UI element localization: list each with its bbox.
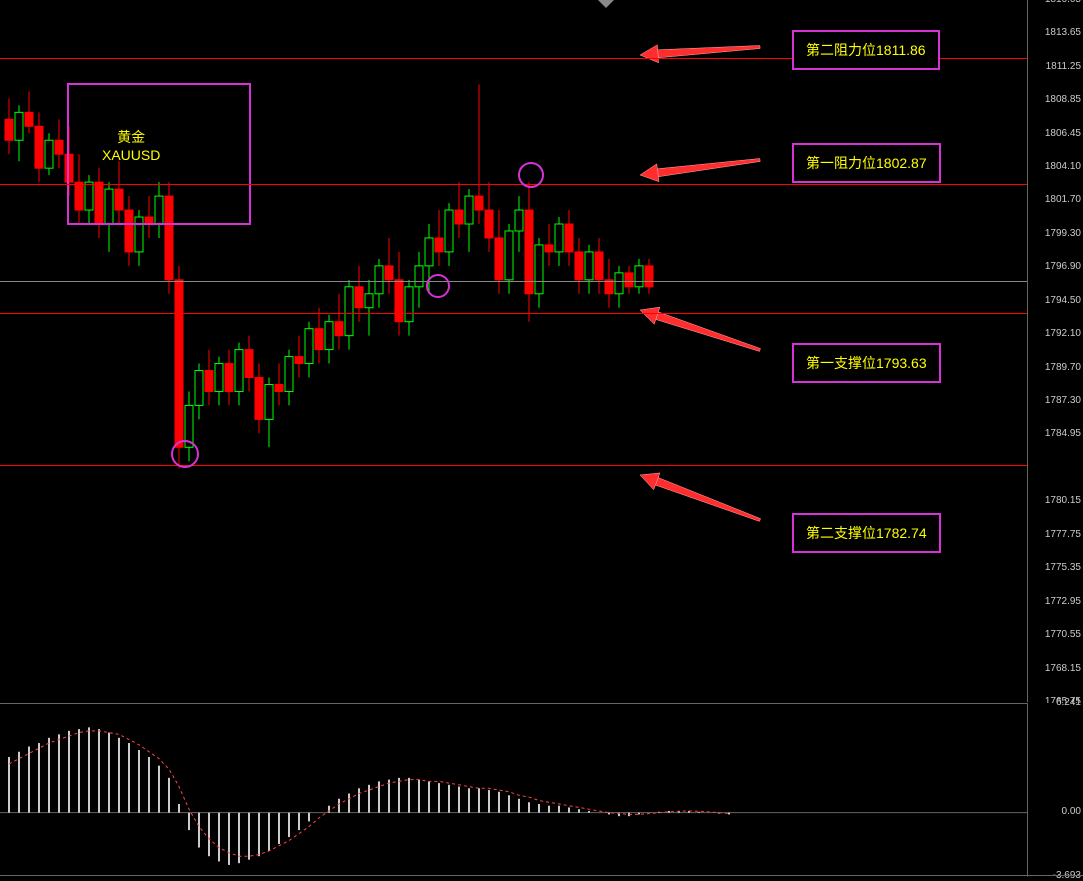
resistance-support-line xyxy=(0,313,1027,314)
y-axis-tick: 1775.35 xyxy=(1045,562,1081,573)
annotation-label: 第二阻力位1811.86 xyxy=(792,30,940,70)
y-axis-tick: 1799.30 xyxy=(1045,228,1081,239)
y-axis-tick: 1811.25 xyxy=(1046,61,1081,72)
resistance-support-line xyxy=(0,184,1027,185)
y-axis-tick: 1789.70 xyxy=(1045,362,1081,373)
indicator-area xyxy=(0,704,1027,877)
y-axis-tick: 1794.50 xyxy=(1045,295,1081,306)
y-axis-tick: 1796.90 xyxy=(1045,261,1081,272)
y-axis-tick: 1792.10 xyxy=(1045,328,1081,339)
y-axis-tick: 1780.15 xyxy=(1045,495,1081,506)
symbol-name-en: XAUUSD xyxy=(102,147,160,163)
circle-marker xyxy=(426,274,450,298)
y-axis-tick: 1770.55 xyxy=(1045,629,1081,640)
y-axis-tick: 1772.95 xyxy=(1045,596,1081,607)
indicator-axis: 6.2410.00-3.693 xyxy=(1027,703,1083,876)
annotation-label: 第一支撑位1793.63 xyxy=(792,343,941,383)
resistance-support-line xyxy=(0,465,1027,466)
price-axis: 1816.05 1813.65 1811.25 1808.85 1806.45 1804.… xyxy=(1027,0,1083,702)
y-axis-tick: 1801.70 xyxy=(1045,194,1081,205)
symbol-name-cn: 黄金 xyxy=(117,129,145,145)
symbol-label: 黄金 XAUUSD xyxy=(102,128,160,164)
y-axis-tick: 1768.15 xyxy=(1045,663,1081,674)
y-axis-tick: 1777.75 xyxy=(1045,529,1081,540)
y-axis-tick: 1813.65 xyxy=(1045,27,1081,38)
y-axis-tick: 1804.10 xyxy=(1045,161,1081,172)
macd-indicator-chart[interactable] xyxy=(0,703,1028,877)
annotation-label: 第二支撑位1782.74 xyxy=(792,513,941,553)
indicator-y-tick: 6.241 xyxy=(1056,697,1081,708)
y-axis-tick: 1816.05 xyxy=(1045,0,1081,5)
y-axis-tick: 1806.45 xyxy=(1045,128,1081,139)
annotation-label: 第一阻力位1802.87 xyxy=(792,143,941,183)
current-price-line xyxy=(0,281,1027,282)
main-price-chart[interactable]: 黄金 XAUUSD 1811.861802.871793.631782.7417… xyxy=(0,0,1028,702)
circle-marker xyxy=(171,440,199,468)
y-axis-tick: 1808.85 xyxy=(1045,94,1081,105)
y-axis-tick: 1784.95 xyxy=(1045,428,1081,439)
y-axis-tick: 1787.30 xyxy=(1045,395,1081,406)
chart-container: 黄金 XAUUSD 1811.861802.871793.631782.7417… xyxy=(0,0,1083,878)
circle-marker xyxy=(518,162,544,188)
indicator-y-tick: 0.00 xyxy=(1062,806,1081,817)
